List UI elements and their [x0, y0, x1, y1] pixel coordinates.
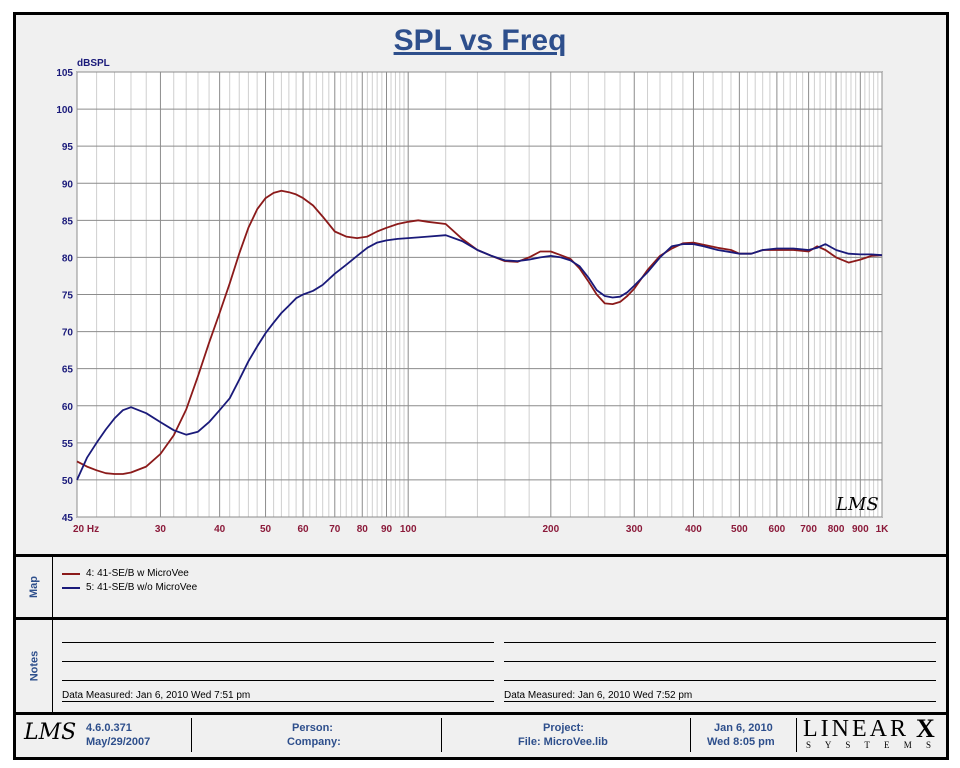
x-tick-label: 40	[214, 524, 226, 535]
divider-map-notes	[16, 617, 946, 620]
brand-x: X	[916, 714, 935, 743]
x-tick-label: 70	[329, 524, 341, 535]
y-tick-label: 100	[56, 105, 73, 116]
x-tick-label: 600	[769, 524, 786, 535]
x-tick-label: 20 Hz	[73, 524, 99, 535]
footer-version-cell	[16, 718, 192, 752]
legend-swatch-2	[62, 586, 80, 589]
footer-time: Wed 8:05 pm	[707, 736, 775, 748]
footer-project-cell	[442, 718, 691, 752]
grid	[76, 71, 883, 518]
note-line	[504, 642, 936, 643]
divider-notes-footer	[16, 712, 946, 715]
note-line	[62, 642, 494, 643]
x-tick-label: 800	[828, 524, 845, 535]
x-tick-label: 900	[852, 524, 869, 535]
y-tick-label: 45	[62, 513, 74, 524]
y-tick-label: 80	[62, 253, 74, 264]
note-line	[504, 661, 936, 662]
y-axis-label: dBSPL	[77, 58, 110, 69]
legend-text-1: 4: 41-SE/B w MicroVee	[86, 568, 189, 579]
y-tick-label: 70	[62, 328, 74, 339]
notes-measured-right: Data Measured: Jan 6, 2010 Wed 7:52 pm	[504, 690, 693, 701]
y-tick-label: 90	[62, 179, 74, 190]
legend-item-2: 5: 41-SE/B w/o MicroVee	[62, 582, 197, 593]
series-line-1	[76, 189, 883, 475]
footer-date-cell	[691, 718, 797, 752]
x-tick-label: 30	[155, 524, 167, 535]
legend-item-1: 4: 41-SE/B w MicroVee	[62, 568, 189, 579]
notes-label: Notes	[28, 650, 40, 682]
footer-date: Jan 6, 2010	[714, 722, 773, 734]
legend-text-2: 5: 41-SE/B w/o MicroVee	[86, 582, 198, 593]
y-tick-label: 95	[62, 142, 74, 153]
map-label: Map	[28, 576, 40, 598]
x-tick-label: 300	[626, 524, 643, 535]
y-tick-labels: 45 50 55 60 65 70 75 80 85 90 95 100 105	[56, 68, 73, 524]
chart-title: SPL vs Freq	[393, 24, 567, 57]
lms-logo: LMS	[24, 720, 77, 745]
note-line	[504, 680, 936, 681]
x-tick-label: 60	[298, 524, 310, 535]
footer-file: File: MicroVee.lib	[518, 736, 608, 748]
x-tick-label: 1K	[876, 524, 890, 535]
x-tick-labels: 20 Hz 30 40 50 60 70 80 90 100 200 300 400 500 600 700…	[73, 524, 889, 535]
x-tick-label: 700	[800, 524, 817, 535]
series-line-2	[76, 234, 883, 481]
x-tick-label: 100	[400, 524, 417, 535]
footer-company: Company:	[287, 736, 341, 748]
x-tick-label: 400	[685, 524, 702, 535]
y-tick-label: 85	[62, 216, 74, 227]
x-tick-label: 500	[731, 524, 748, 535]
lms-watermark: LMS	[835, 494, 879, 515]
x-tick-label: 80	[357, 524, 369, 535]
y-tick-label: 60	[62, 402, 74, 413]
divider-chart-map	[16, 554, 946, 557]
chart-svg: 45 50 55 60 65 70 75 80 85 90 95 100 105 20 Hz 30 40 50…	[56, 58, 889, 535]
y-tick-label: 65	[62, 365, 74, 376]
footer-person: Person:	[292, 722, 333, 734]
note-line	[62, 661, 494, 662]
x-tick-label: 50	[260, 524, 272, 535]
footer-version-date: May/29/2007	[86, 736, 151, 748]
legend-swatch-1	[62, 572, 80, 575]
y-tick-label: 50	[62, 476, 74, 487]
footer-person-cell	[192, 718, 442, 752]
x-tick-label: 90	[381, 524, 393, 535]
note-line	[504, 701, 936, 702]
notes-measured-left: Data Measured: Jan 6, 2010 Wed 7:51 pm	[62, 690, 251, 701]
y-tick-label: 55	[62, 439, 74, 450]
y-tick-label: 105	[56, 68, 73, 79]
notes-section-label: Notes	[16, 620, 53, 712]
x-tick-label: 200	[542, 524, 559, 535]
y-tick-label: 75	[62, 291, 74, 302]
series-lines	[76, 189, 883, 481]
footer-version: 4.6.0.371	[86, 722, 132, 734]
note-line	[62, 701, 494, 702]
brand-linear: LINEAR	[803, 716, 909, 742]
footer-project: Project:	[543, 722, 584, 734]
map-section-label: Map	[16, 557, 53, 617]
brand-systems: S Y S T E M S	[806, 740, 938, 750]
note-line	[62, 680, 494, 681]
